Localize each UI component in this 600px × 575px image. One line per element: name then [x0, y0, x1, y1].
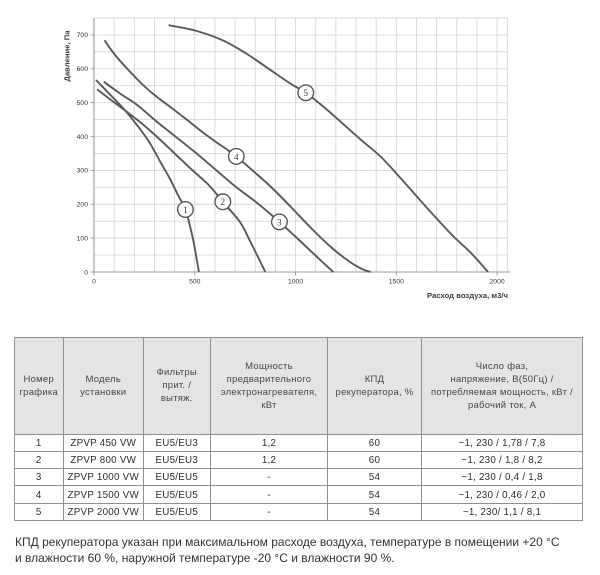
svg-text:Расход воздуха, м3/ч: Расход воздуха, м3/ч [427, 291, 508, 300]
svg-text:700: 700 [77, 32, 89, 39]
svg-text:2: 2 [220, 198, 225, 208]
svg-text:1: 1 [183, 206, 188, 216]
svg-text:1500: 1500 [389, 279, 404, 286]
svg-text:0: 0 [92, 279, 96, 286]
svg-text:0: 0 [84, 269, 88, 276]
svg-text:400: 400 [77, 134, 89, 141]
svg-text:2000: 2000 [490, 279, 505, 286]
svg-text:300: 300 [77, 168, 89, 175]
svg-text:100: 100 [77, 235, 89, 242]
svg-text:500: 500 [189, 279, 201, 286]
svg-text:Давление, Па: Давление, Па [62, 30, 71, 82]
svg-text:500: 500 [77, 100, 89, 107]
svg-text:3: 3 [277, 218, 282, 228]
svg-text:600: 600 [77, 66, 89, 73]
svg-text:1000: 1000 [288, 279, 303, 286]
svg-text:200: 200 [77, 202, 89, 209]
svg-text:5: 5 [303, 89, 308, 99]
svg-text:4: 4 [234, 153, 239, 163]
